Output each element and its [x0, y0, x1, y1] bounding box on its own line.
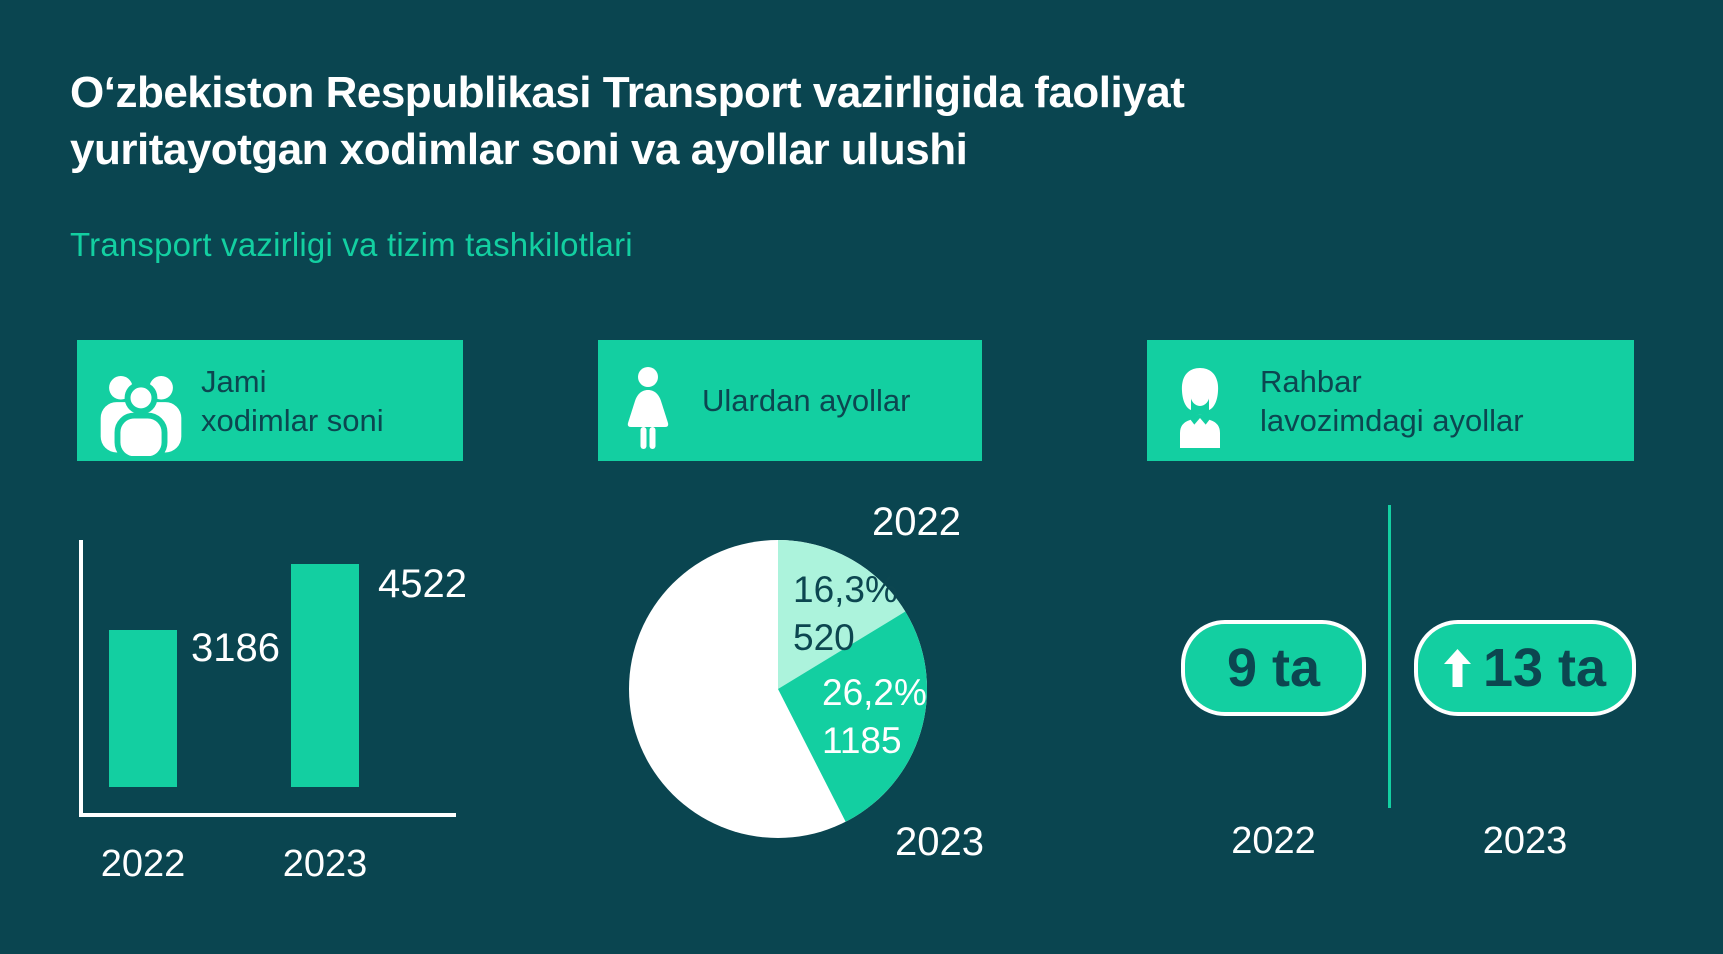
kpi-divider-line	[1388, 505, 1391, 808]
kpi-year-label-2023: 2023	[1482, 820, 1568, 862]
section-header-total-employees: Jami xodimlar soni	[77, 340, 463, 461]
bar-value-2022: 3186	[191, 626, 280, 670]
pie-year-label-2022: 2022	[872, 500, 961, 544]
section-header-women-leaders: Rahbar lavozimdagi ayollar	[1147, 340, 1634, 461]
page-title: Oʻzbekiston Respublikasi Transport vazir…	[70, 64, 1185, 178]
bar-chart-total-employees: 3186 4522 2022 2023	[79, 540, 471, 885]
pie-chart-women-share	[629, 540, 927, 838]
kpi-value-2023: 13 ta	[1482, 638, 1607, 698]
arrow-up-icon	[1443, 649, 1471, 687]
bar-value-2023: 4522	[378, 562, 467, 606]
page-subtitle: Transport vazirligi va tizim tashkilotla…	[70, 226, 633, 263]
kpi-value-2022: 9 ta	[1226, 638, 1321, 698]
section-title-total-employees: Jami xodimlar soni	[201, 363, 384, 438]
pie-slice-2023	[778, 611, 927, 822]
section-title-women-leaders: Rahbar lavozimdagi ayollar	[1260, 363, 1524, 438]
bar-chart-x-axis	[79, 813, 456, 817]
page-title-line2: yuritayotgan xodimlar soni va ayollar ul…	[70, 125, 968, 174]
people-group-icon	[99, 370, 183, 456]
businesswoman-icon	[1176, 367, 1224, 448]
kpi-year-label-2022: 2022	[1231, 820, 1316, 862]
kpi-badge-2023: 13 ta	[1414, 620, 1636, 716]
pie-slice-label-2022: 16,3% 520	[793, 569, 898, 658]
pie-slice-label-2023: 26,2% 1185	[822, 672, 927, 761]
bar-2023	[291, 564, 359, 787]
pie-year-label-2023: 2023	[895, 820, 984, 864]
section-header-women: Ulardan ayollar	[598, 340, 982, 461]
page-title-line1: Oʻzbekiston Respublikasi Transport vazir…	[70, 68, 1185, 117]
woman-icon	[622, 366, 674, 450]
bar-chart-y-axis	[79, 540, 83, 817]
bar-year-label-2022: 2022	[100, 843, 186, 885]
section-title-women: Ulardan ayollar	[702, 383, 911, 418]
pie-slice-2022	[778, 540, 906, 689]
bar-2022	[109, 630, 177, 787]
bar-year-label-2023: 2023	[282, 843, 368, 885]
kpi-badge-2022: 9 ta	[1181, 620, 1366, 716]
